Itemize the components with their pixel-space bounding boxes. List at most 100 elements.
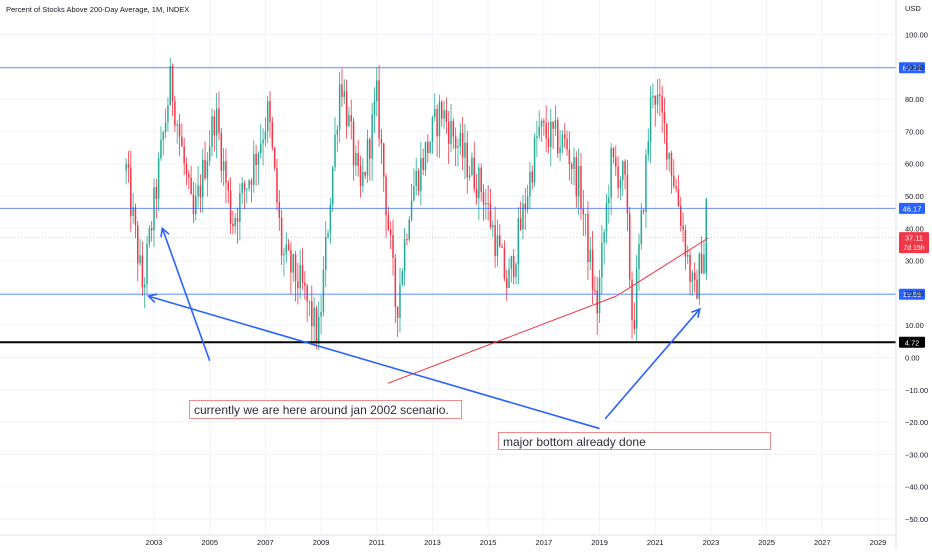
candle-body [610,148,612,198]
candle-body [174,101,176,126]
candle-body [176,124,178,126]
candle-body [656,94,659,105]
candle-body [171,66,174,102]
candle-body [457,146,459,148]
candle-body [178,124,181,137]
candle-body [540,120,543,127]
candle-body [645,154,647,212]
candle-body [304,282,306,286]
candle-body [552,121,554,129]
candle-body [264,131,267,140]
candle-body [522,203,524,230]
candle-body [313,307,315,327]
candle-body [269,101,271,123]
candle-body [524,203,527,210]
candle-body [445,110,448,122]
candle-body [577,166,580,197]
candle-body [429,142,431,154]
candle-body [197,185,199,197]
candle-body [550,121,552,148]
candle-body [703,254,705,274]
candle-body [510,256,513,269]
candle-body [283,253,285,256]
candle-body [478,167,480,199]
candle-body [459,132,462,147]
candle-body [473,157,475,189]
candle-body [700,253,703,274]
x-tick-label: 2025 [758,538,775,547]
candle-body [382,143,385,177]
y-tick-label: 90.00 [905,63,924,72]
x-tick-label: 2017 [536,538,553,547]
candle-body [222,161,225,171]
candle-body [485,203,487,205]
candle-body [371,114,373,159]
candle-body [137,225,139,264]
candle-body [596,290,598,314]
y-tick-label: 100.00 [905,31,928,40]
countdown-label: 7d 15h [903,245,925,252]
candle-body [601,242,603,278]
candle-body [220,132,223,171]
candle-body [677,188,680,207]
candle-body [350,115,352,122]
candle-body [647,141,650,155]
y-tick-label: −20.00 [905,418,928,427]
y-tick-label: −50.00 [905,515,928,524]
candle-body [575,157,578,197]
y-tick-label: 80.00 [905,95,924,104]
candle-body [649,97,652,142]
candle-body [512,256,515,277]
candle-body [598,277,601,314]
candle-body [225,161,227,183]
level-price-label: 19.59 [903,290,922,299]
candle-body [515,264,517,277]
candle-body [640,210,643,245]
trend-line-extension [387,295,617,384]
candle-body [130,167,132,217]
candle-body [273,147,276,168]
candle-body [243,183,246,190]
candle-body [519,218,522,230]
candle-body [164,122,167,133]
candle-body [181,136,183,147]
candle-body [127,164,130,168]
candle-body [215,108,218,136]
candle-body [297,281,299,289]
x-tick-label: 2029 [870,538,887,547]
candle-body [584,213,587,215]
candle-body [705,198,708,274]
candle-body [505,278,508,288]
candle-body [480,167,482,192]
candle-body [557,120,559,154]
candle-body [378,80,380,139]
x-tick-label: 2005 [201,538,218,547]
candle-body [580,166,582,210]
y-tick-label: 40.00 [905,224,924,233]
annotation-major-bottom[interactable]: major bottom already done [498,432,771,450]
level-price-tag [899,202,925,214]
candle-body [199,185,202,198]
trend-line [615,237,709,297]
candle-body [331,167,334,205]
candle-body [387,215,390,230]
candle-body [626,174,629,214]
candle-body [341,84,343,97]
candle-body [246,188,248,190]
y-tick-label: 70.00 [905,127,924,136]
current-price-tag [899,232,929,254]
candle-body [696,279,698,299]
candle-body [638,244,640,270]
candle-body [492,225,494,228]
candle-body [670,153,673,176]
candle-body [259,143,262,154]
candle-body [591,249,594,290]
candle-body [338,84,341,130]
candle-body [311,301,313,327]
annotation-jan-2002[interactable]: currently we are here around jan 2002 sc… [189,400,462,419]
candle-body [431,117,434,143]
candle-body [663,112,666,124]
candle-body [290,249,292,273]
candle-body [141,255,144,288]
